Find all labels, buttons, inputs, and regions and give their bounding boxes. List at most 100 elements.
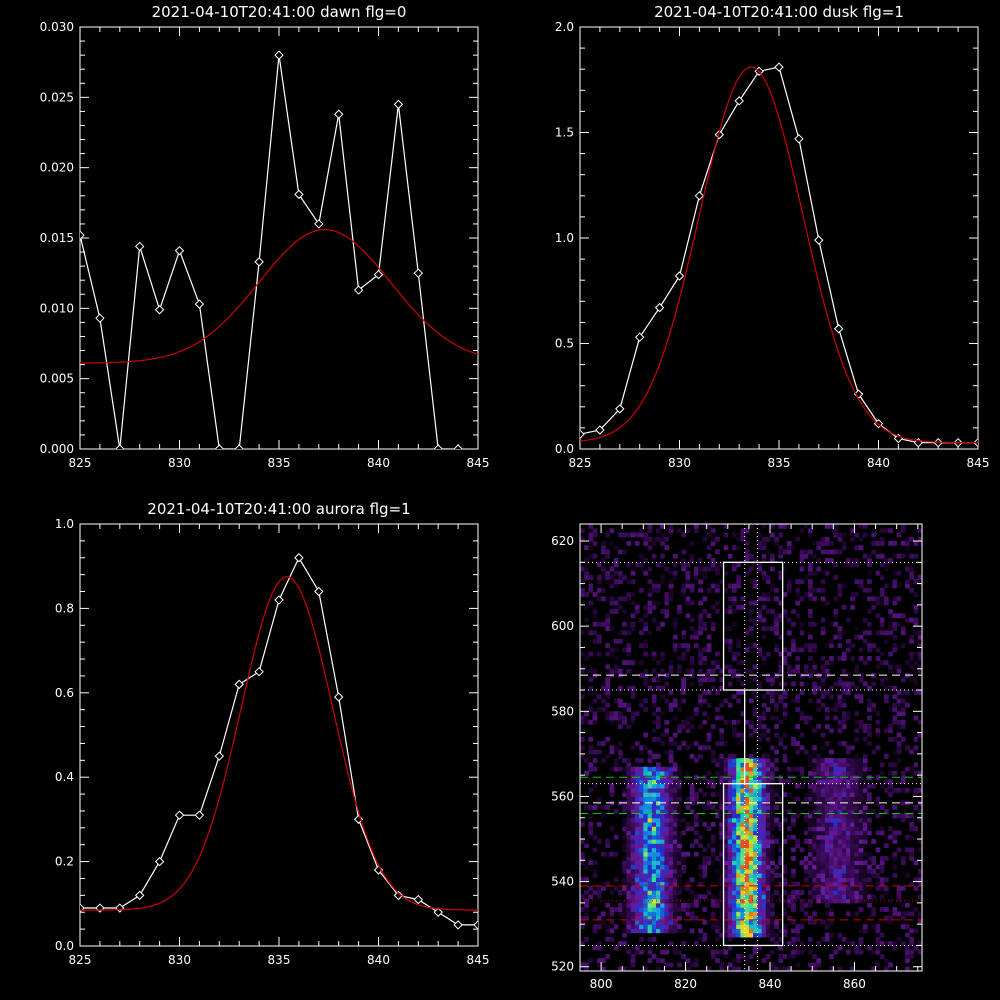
heatmap-cell <box>732 766 737 772</box>
heatmap-cell <box>580 839 585 844</box>
heatmap-cell <box>799 681 805 687</box>
heatmap-cell <box>639 775 644 780</box>
heatmap-cell <box>634 817 640 823</box>
heatmap-cell <box>757 911 762 917</box>
heatmap-cell <box>672 762 678 768</box>
heatmap-cell <box>613 762 619 768</box>
heatmap-cell <box>888 762 893 768</box>
heatmap-cell <box>875 949 881 955</box>
heatmap-cell <box>837 592 843 597</box>
heatmap-cell <box>626 770 632 776</box>
heatmap-cell <box>630 907 636 912</box>
heatmap-cell <box>664 919 670 925</box>
heatmap-cell <box>829 868 834 874</box>
heatmap-cell <box>744 719 750 725</box>
heatmap-cell <box>875 613 881 619</box>
heatmap-cell <box>917 877 923 883</box>
heatmap-cell <box>753 851 758 857</box>
heatmap-cell <box>698 843 703 849</box>
heatmap-cell <box>668 766 674 772</box>
heatmap-cell <box>643 839 648 844</box>
heatmap-cell <box>905 966 910 972</box>
heatmap-cell <box>782 732 788 738</box>
heatmap-cell <box>702 805 708 810</box>
heatmap-cell <box>761 898 767 904</box>
heatmap-cell <box>668 907 674 912</box>
heatmap-cell <box>584 890 589 895</box>
heatmap-cell <box>833 890 838 895</box>
heatmap-cell <box>647 587 653 593</box>
heatmap-cell <box>850 770 855 776</box>
heatmap-cell <box>668 911 674 917</box>
heatmap-cell <box>753 583 758 589</box>
heatmap-cell <box>824 668 830 674</box>
heatmap-cell <box>698 656 703 661</box>
heatmap-cell <box>841 822 847 827</box>
heatmap-cell <box>846 647 851 653</box>
heatmap-cell <box>829 873 834 878</box>
heatmap-cell <box>685 575 691 580</box>
heatmap-cell <box>664 881 670 887</box>
heatmap-cell <box>753 621 758 627</box>
heatmap-cell <box>651 779 657 785</box>
heatmap-cell <box>698 936 703 942</box>
heatmap-cell <box>664 783 670 789</box>
heatmap-cell <box>744 787 750 793</box>
heatmap-cell <box>634 783 640 789</box>
heatmap-cell <box>837 698 843 704</box>
heatmap-cell <box>820 783 826 789</box>
heatmap-cell <box>689 541 695 546</box>
heatmap-cell <box>719 805 724 810</box>
heatmap-cell <box>740 868 746 874</box>
heatmap-cell <box>694 839 699 844</box>
heatmap-cell <box>867 902 872 908</box>
heatmap-cell <box>740 924 746 929</box>
heatmap-cell <box>651 885 657 891</box>
heatmap-cell <box>647 630 653 636</box>
heatmap-cell <box>694 792 699 797</box>
heatmap-cell <box>643 830 648 836</box>
heatmap-cell <box>664 902 670 908</box>
heatmap-cell <box>740 536 746 542</box>
heatmap-cell <box>862 753 868 759</box>
heatmap-cell <box>706 532 712 538</box>
heatmap-cell <box>875 553 881 559</box>
heatmap-cell <box>664 609 670 614</box>
heatmap-cell <box>630 958 636 963</box>
heatmap-cell <box>744 847 750 853</box>
heatmap-cell <box>668 873 674 878</box>
heatmap-cell <box>808 902 813 908</box>
heatmap-cell <box>672 562 678 568</box>
heatmap-cell <box>778 966 784 972</box>
heatmap-cell <box>812 860 817 866</box>
heatmap-cell <box>917 941 923 946</box>
heatmap-cell <box>656 898 661 904</box>
heatmap-cell <box>664 566 670 572</box>
heatmap-cell <box>656 958 661 963</box>
heatmap-cell <box>719 732 724 738</box>
heatmap-cell <box>664 536 670 542</box>
heatmap-cell <box>664 766 670 772</box>
heatmap-cell <box>900 860 906 866</box>
heatmap-cell <box>740 805 746 810</box>
heatmap-cell <box>791 881 796 887</box>
heatmap-cell <box>846 685 851 691</box>
heatmap-cell <box>909 634 914 640</box>
heatmap-cell <box>884 600 889 606</box>
heatmap-cell <box>812 864 817 870</box>
heatmap-cell <box>820 770 826 776</box>
heatmap-cell <box>744 783 750 789</box>
heatmap-cell <box>833 532 838 538</box>
heatmap-cell <box>601 549 606 555</box>
heatmap-cell <box>736 873 741 878</box>
heatmap-cell <box>613 583 619 589</box>
heatmap-cell <box>753 558 758 563</box>
plot-area <box>80 553 478 930</box>
heatmap-cell <box>689 634 695 640</box>
heatmap-cell <box>613 562 619 568</box>
heatmap-cell <box>892 762 898 768</box>
heatmap-cell <box>753 579 758 585</box>
heatmap-cell <box>770 745 775 751</box>
heatmap-cell <box>808 822 813 827</box>
heatmap-cell <box>829 877 834 883</box>
